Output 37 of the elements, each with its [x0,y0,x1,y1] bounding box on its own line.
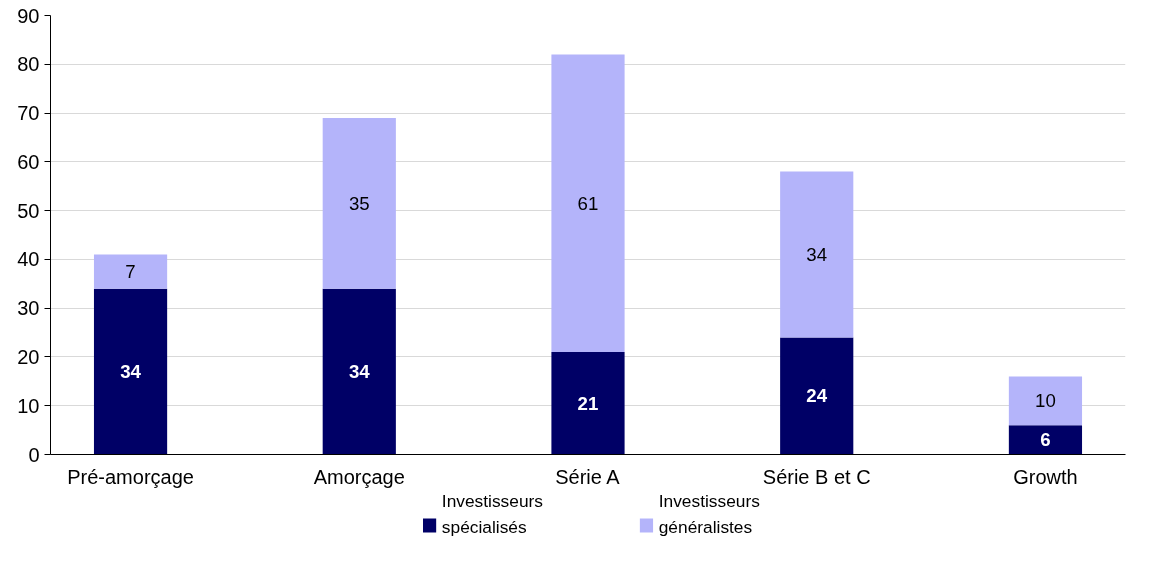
data-label: 21 [577,392,599,414]
y-tick-label: 10 [17,394,40,417]
data-label: 10 [1035,390,1056,412]
bar [780,337,854,455]
data-label: 34 [348,361,371,383]
x-tick-label: Série A [555,465,621,488]
bar [1008,376,1083,426]
bar [780,171,854,338]
bar [322,288,396,455]
y-tick-label: 0 [28,443,40,466]
data-label: 34 [120,361,142,383]
bar [322,117,396,289]
bar [1008,425,1083,455]
data-label: 24 [806,385,828,407]
bar [551,54,625,353]
y-tick-label: 20 [17,345,40,368]
data-label: 35 [348,192,370,214]
legend-label: Investisseurs généralistes [658,490,761,537]
x-tick-label: Amorçage [313,465,405,488]
y-tick-label: 40 [17,248,40,271]
y-tick-label: 30 [17,297,40,320]
legend-label: Investisseurs spécialisés [441,490,544,537]
y-tick-label: 80 [17,53,40,76]
x-tick-label: Série B et C [762,465,871,488]
y-tick-label: 50 [17,199,40,222]
data-label: 61 [577,192,599,214]
y-tick-label: 90 [17,4,40,27]
bar [93,254,168,289]
bar [551,352,625,455]
y-tick-label: 70 [17,102,40,125]
bar [93,288,168,455]
x-tick-label: Growth [1013,465,1078,488]
data-label: 7 [125,261,136,283]
y-tick-label: 60 [17,150,40,173]
data-label: 6 [1040,429,1051,451]
x-tick-label: Pré-amorçage [67,465,194,488]
data-label: 34 [806,244,828,266]
